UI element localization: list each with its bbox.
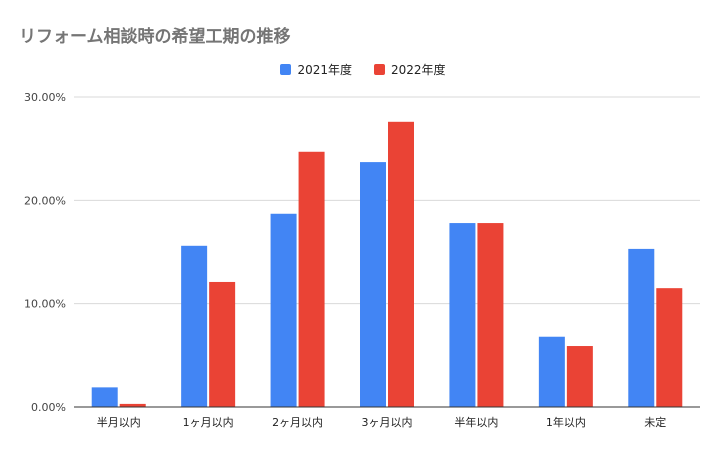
legend-swatch-series-1	[280, 64, 292, 75]
x-tick-label: 半年以内	[454, 415, 498, 429]
bar-series-2	[477, 223, 504, 407]
x-tick-label: 未定	[644, 415, 666, 429]
bar-series-1	[181, 245, 208, 407]
legend-item-series-1: 2021年度	[280, 61, 352, 78]
legend-swatch-series-2	[374, 64, 385, 75]
chart-legend: 2021年度 2022年度	[0, 61, 726, 78]
bar-series-1	[628, 248, 655, 407]
y-tick-label: 20.00%	[24, 194, 66, 207]
legend-label-series-2: 2022年度	[391, 63, 446, 77]
bar-series-1	[91, 387, 118, 407]
x-tick-label: 3ヶ月以内	[362, 415, 413, 429]
y-tick-label: 30.00%	[24, 91, 66, 104]
x-tick-label: 半月以内	[97, 415, 141, 429]
chart-title: リフォーム相談時の希望工期の推移	[19, 27, 291, 47]
bar-series-2	[298, 151, 325, 407]
bar-series-1	[360, 162, 386, 407]
bar-series-2	[388, 121, 414, 408]
y-tick-label: 10.00%	[24, 298, 66, 311]
bar-series-2	[566, 346, 593, 407]
x-tick-label: 2ヶ月以内	[272, 415, 323, 429]
legend-label-series-1: 2021年度	[297, 63, 352, 77]
bar-series-2	[209, 281, 236, 407]
bar-series-1	[449, 223, 476, 407]
bar-series-2	[656, 288, 683, 407]
legend-item-series-2: 2022年度	[374, 61, 446, 78]
x-tick-label: 1年以内	[546, 415, 586, 429]
y-tick-label: 0.00%	[31, 401, 66, 414]
bar-series-1	[538, 336, 565, 407]
bar-series-2	[119, 403, 146, 407]
x-tick-label: 1ヶ月以内	[183, 415, 234, 429]
bar-series-1	[270, 213, 297, 407]
